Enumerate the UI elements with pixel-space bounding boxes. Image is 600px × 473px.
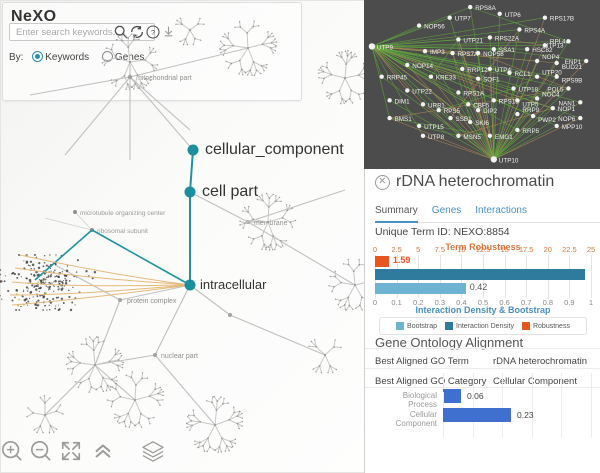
svg-text:UTP20: UTP20 xyxy=(542,70,562,77)
svg-text:ENP1: ENP1 xyxy=(565,59,582,66)
svg-text:UTP7: UTP7 xyxy=(455,16,472,23)
svg-text:DIM1: DIM1 xyxy=(395,98,411,105)
svg-text:UTP9: UTP9 xyxy=(377,44,394,51)
svg-text:URB1: URB1 xyxy=(428,102,445,109)
svg-text:UTP18: UTP18 xyxy=(519,87,539,94)
svg-text:IMP3: IMP3 xyxy=(430,49,445,56)
svg-text:RRP5: RRP5 xyxy=(522,128,539,135)
svg-text:NOP56: NOP56 xyxy=(424,24,445,31)
svg-text:EMG1: EMG1 xyxy=(495,134,513,141)
svg-text:RPS22A: RPS22A xyxy=(495,35,520,42)
svg-text:KRE33: KRE33 xyxy=(436,75,456,82)
svg-text:NOP4: NOP4 xyxy=(542,54,560,61)
svg-text:RPS9B: RPS9B xyxy=(562,78,583,85)
svg-text:ribosomal subunit: ribosomal subunit xyxy=(97,228,148,235)
svg-text:RPS1A: RPS1A xyxy=(463,91,484,98)
svg-text:NOP1: NOP1 xyxy=(558,106,576,113)
svg-text:microtubule organizing center: microtubule organizing center xyxy=(80,210,166,217)
svg-text:RPS13: RPS13 xyxy=(499,98,519,105)
svg-text:PWP2: PWP2 xyxy=(538,117,556,124)
svg-text:UTP22: UTP22 xyxy=(412,89,432,96)
svg-text:NOC4: NOC4 xyxy=(542,91,560,98)
svg-text:MSN5: MSN5 xyxy=(463,134,481,141)
svg-text:UTP10: UTP10 xyxy=(499,157,519,164)
svg-text:RCL1: RCL1 xyxy=(515,71,532,78)
svg-text:cell part: cell part xyxy=(202,183,259,200)
svg-text:RPS5: RPS5 xyxy=(444,108,461,115)
svg-text:BMS1: BMS1 xyxy=(395,116,413,123)
svg-text:SOF1: SOF1 xyxy=(483,77,500,84)
svg-text:UTP8: UTP8 xyxy=(428,134,445,141)
svg-text:RRP9: RRP9 xyxy=(522,107,539,114)
svg-text:RPS7A: RPS7A xyxy=(458,51,479,58)
svg-text:nuclear part: nuclear part xyxy=(161,353,198,360)
svg-text:MPP10: MPP10 xyxy=(562,124,583,131)
svg-text:DIP2: DIP2 xyxy=(483,108,497,115)
svg-text:UTP15: UTP15 xyxy=(424,124,444,131)
svg-text:RPS4A: RPS4A xyxy=(524,28,545,35)
svg-text:SSA1: SSA1 xyxy=(499,47,516,54)
svg-text:RRP12: RRP12 xyxy=(467,67,488,74)
svg-text:protein complex: protein complex xyxy=(127,298,177,305)
svg-text:UTP4: UTP4 xyxy=(495,67,512,74)
svg-text:NOP14: NOP14 xyxy=(412,63,433,70)
svg-text:cellular_component: cellular_component xyxy=(205,141,344,158)
svg-text:RPL4A: RPL4A xyxy=(550,38,571,45)
svg-text:RPS17B: RPS17B xyxy=(550,16,574,23)
svg-text:UTP6: UTP6 xyxy=(505,12,522,19)
svg-text:NOP6: NOP6 xyxy=(558,116,576,123)
svg-text:SSB1: SSB1 xyxy=(456,116,473,123)
svg-text:RPS8A: RPS8A xyxy=(475,5,496,12)
svg-text:SKI6: SKI6 xyxy=(475,120,489,127)
svg-text:RRP45: RRP45 xyxy=(387,75,408,82)
svg-text:UTP21: UTP21 xyxy=(463,37,483,44)
svg-text:intracellular: intracellular xyxy=(200,277,267,292)
